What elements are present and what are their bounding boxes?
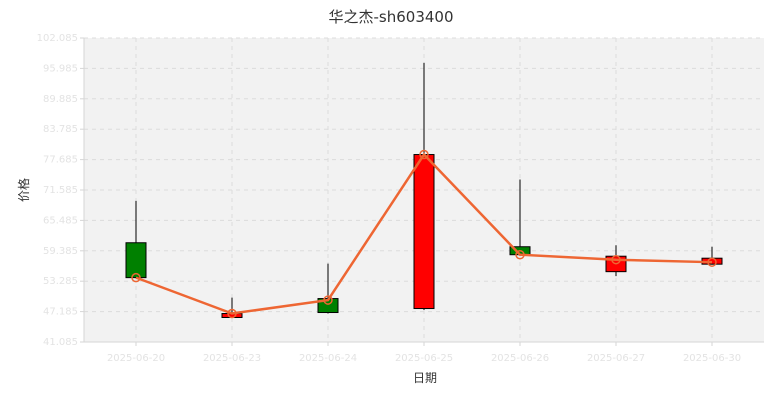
y-tick-label: 83.785 [43, 124, 78, 135]
x-tick-label: 2025-06-23 [203, 353, 261, 364]
x-tick-label: 2025-06-20 [107, 353, 165, 364]
x-tick-label: 2025-06-30 [683, 353, 741, 364]
y-tick-label: 41.085 [43, 337, 78, 348]
y-tick-label: 47.185 [43, 307, 78, 318]
x-tick-label: 2025-06-25 [395, 353, 453, 364]
x-tick-label: 2025-06-24 [299, 353, 357, 364]
y-tick-label: 59.385 [43, 246, 78, 257]
x-tick-label: 2025-06-26 [491, 353, 549, 364]
close-line-layer [131, 149, 717, 319]
y-tick-label: 102.085 [37, 33, 78, 44]
x-tick-label: 2025-06-27 [587, 353, 645, 364]
x-axis-label: 日期 [413, 371, 437, 385]
line-point [227, 308, 237, 319]
line-point [707, 257, 717, 267]
line-point [131, 272, 141, 283]
y-tick-label: 95.985 [43, 63, 78, 74]
y-tick-label: 65.485 [43, 215, 78, 226]
line-point [323, 295, 333, 305]
candle-body [125, 242, 147, 279]
line-point [419, 149, 429, 160]
y-axis-label: 价格 [16, 178, 31, 202]
y-tick-labels: 41.085 47.185 53.285 59.385 65.485 71.585 77.6… [37, 33, 78, 348]
line-point [611, 254, 621, 265]
y-tick-label: 89.885 [43, 94, 78, 105]
close-line [135, 152, 713, 315]
x-tick-labels: 2025-06-20 2025-06-23 2025-06-24 2025-06-25… [107, 353, 741, 364]
chart-title: 华之杰-sh603400 [329, 8, 454, 26]
y-tick-label: 71.585 [43, 185, 78, 196]
candle-body [413, 154, 435, 310]
line-point [515, 249, 525, 260]
y-tick-label: 53.285 [43, 276, 78, 287]
y-tick-label: 77.685 [43, 155, 78, 166]
